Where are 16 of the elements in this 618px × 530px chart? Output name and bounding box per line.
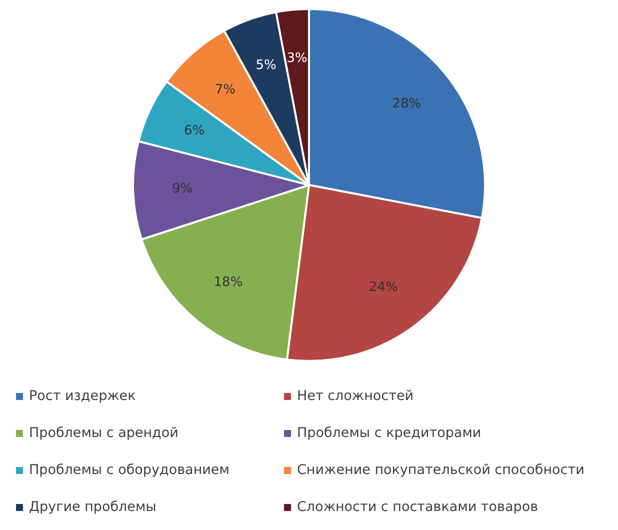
legend-label: Проблемы с оборудованием <box>29 462 230 478</box>
data-label: 7% <box>214 82 236 98</box>
legend-label: Другие проблемы <box>29 499 156 515</box>
legend-label: Проблемы с кредиторами <box>297 425 482 441</box>
legend-label: Рост издержек <box>29 388 136 404</box>
data-label: 24% <box>369 280 398 295</box>
data-label: 5% <box>256 58 276 74</box>
data-label: 9% <box>172 181 193 196</box>
data-label: 6% <box>184 123 205 138</box>
data-label: 3% <box>286 51 308 66</box>
legend-label: Снижение покупательской способности <box>297 462 584 478</box>
data-label: 18% <box>214 275 243 290</box>
legend-label: Сложности с поставками товаров <box>297 499 538 515</box>
legend-label: Нет сложностей <box>297 388 414 404</box>
legend-label: Проблемы с арендой <box>29 425 178 441</box>
data-label: 28% <box>392 96 422 112</box>
